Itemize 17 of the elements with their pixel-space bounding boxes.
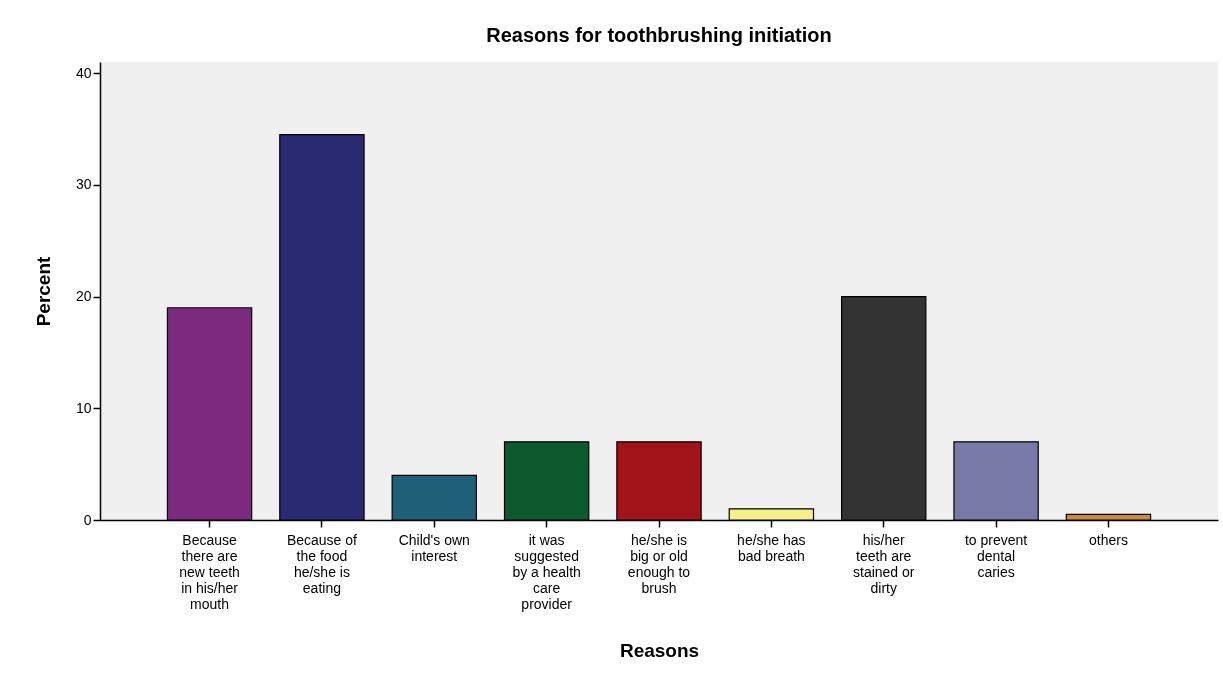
x-tick-label: others <box>1088 531 1128 548</box>
x-axis-title: Reasons <box>619 639 700 661</box>
chart-title: Reasons for toothbrushing initiation <box>486 24 832 46</box>
x-tick-label: Child's own interest <box>398 531 470 564</box>
x-tick-label: his/her teeth are stained or dirty <box>852 531 915 596</box>
x-tick-label: to prevent dental caries <box>964 531 1028 580</box>
x-tick-label: he/she is big or old enough to brush <box>627 531 691 596</box>
y-tick-label: 10 <box>75 399 92 416</box>
y-tick-label: 20 <box>75 288 92 305</box>
y-tick-label: 30 <box>75 176 92 193</box>
y-tick-label: 40 <box>75 64 92 81</box>
x-tick-label: he/she has bad breath <box>737 531 806 564</box>
x-tick-label: it was suggested by a health care provider <box>512 531 581 612</box>
x-tick-label: Because of the food he/she is eating <box>286 531 358 596</box>
x-tick-label: Because there are new teeth in his/her mouth <box>179 531 240 612</box>
y-axis-title: Percent <box>32 255 54 327</box>
y-tick-label: 0 <box>83 511 92 528</box>
